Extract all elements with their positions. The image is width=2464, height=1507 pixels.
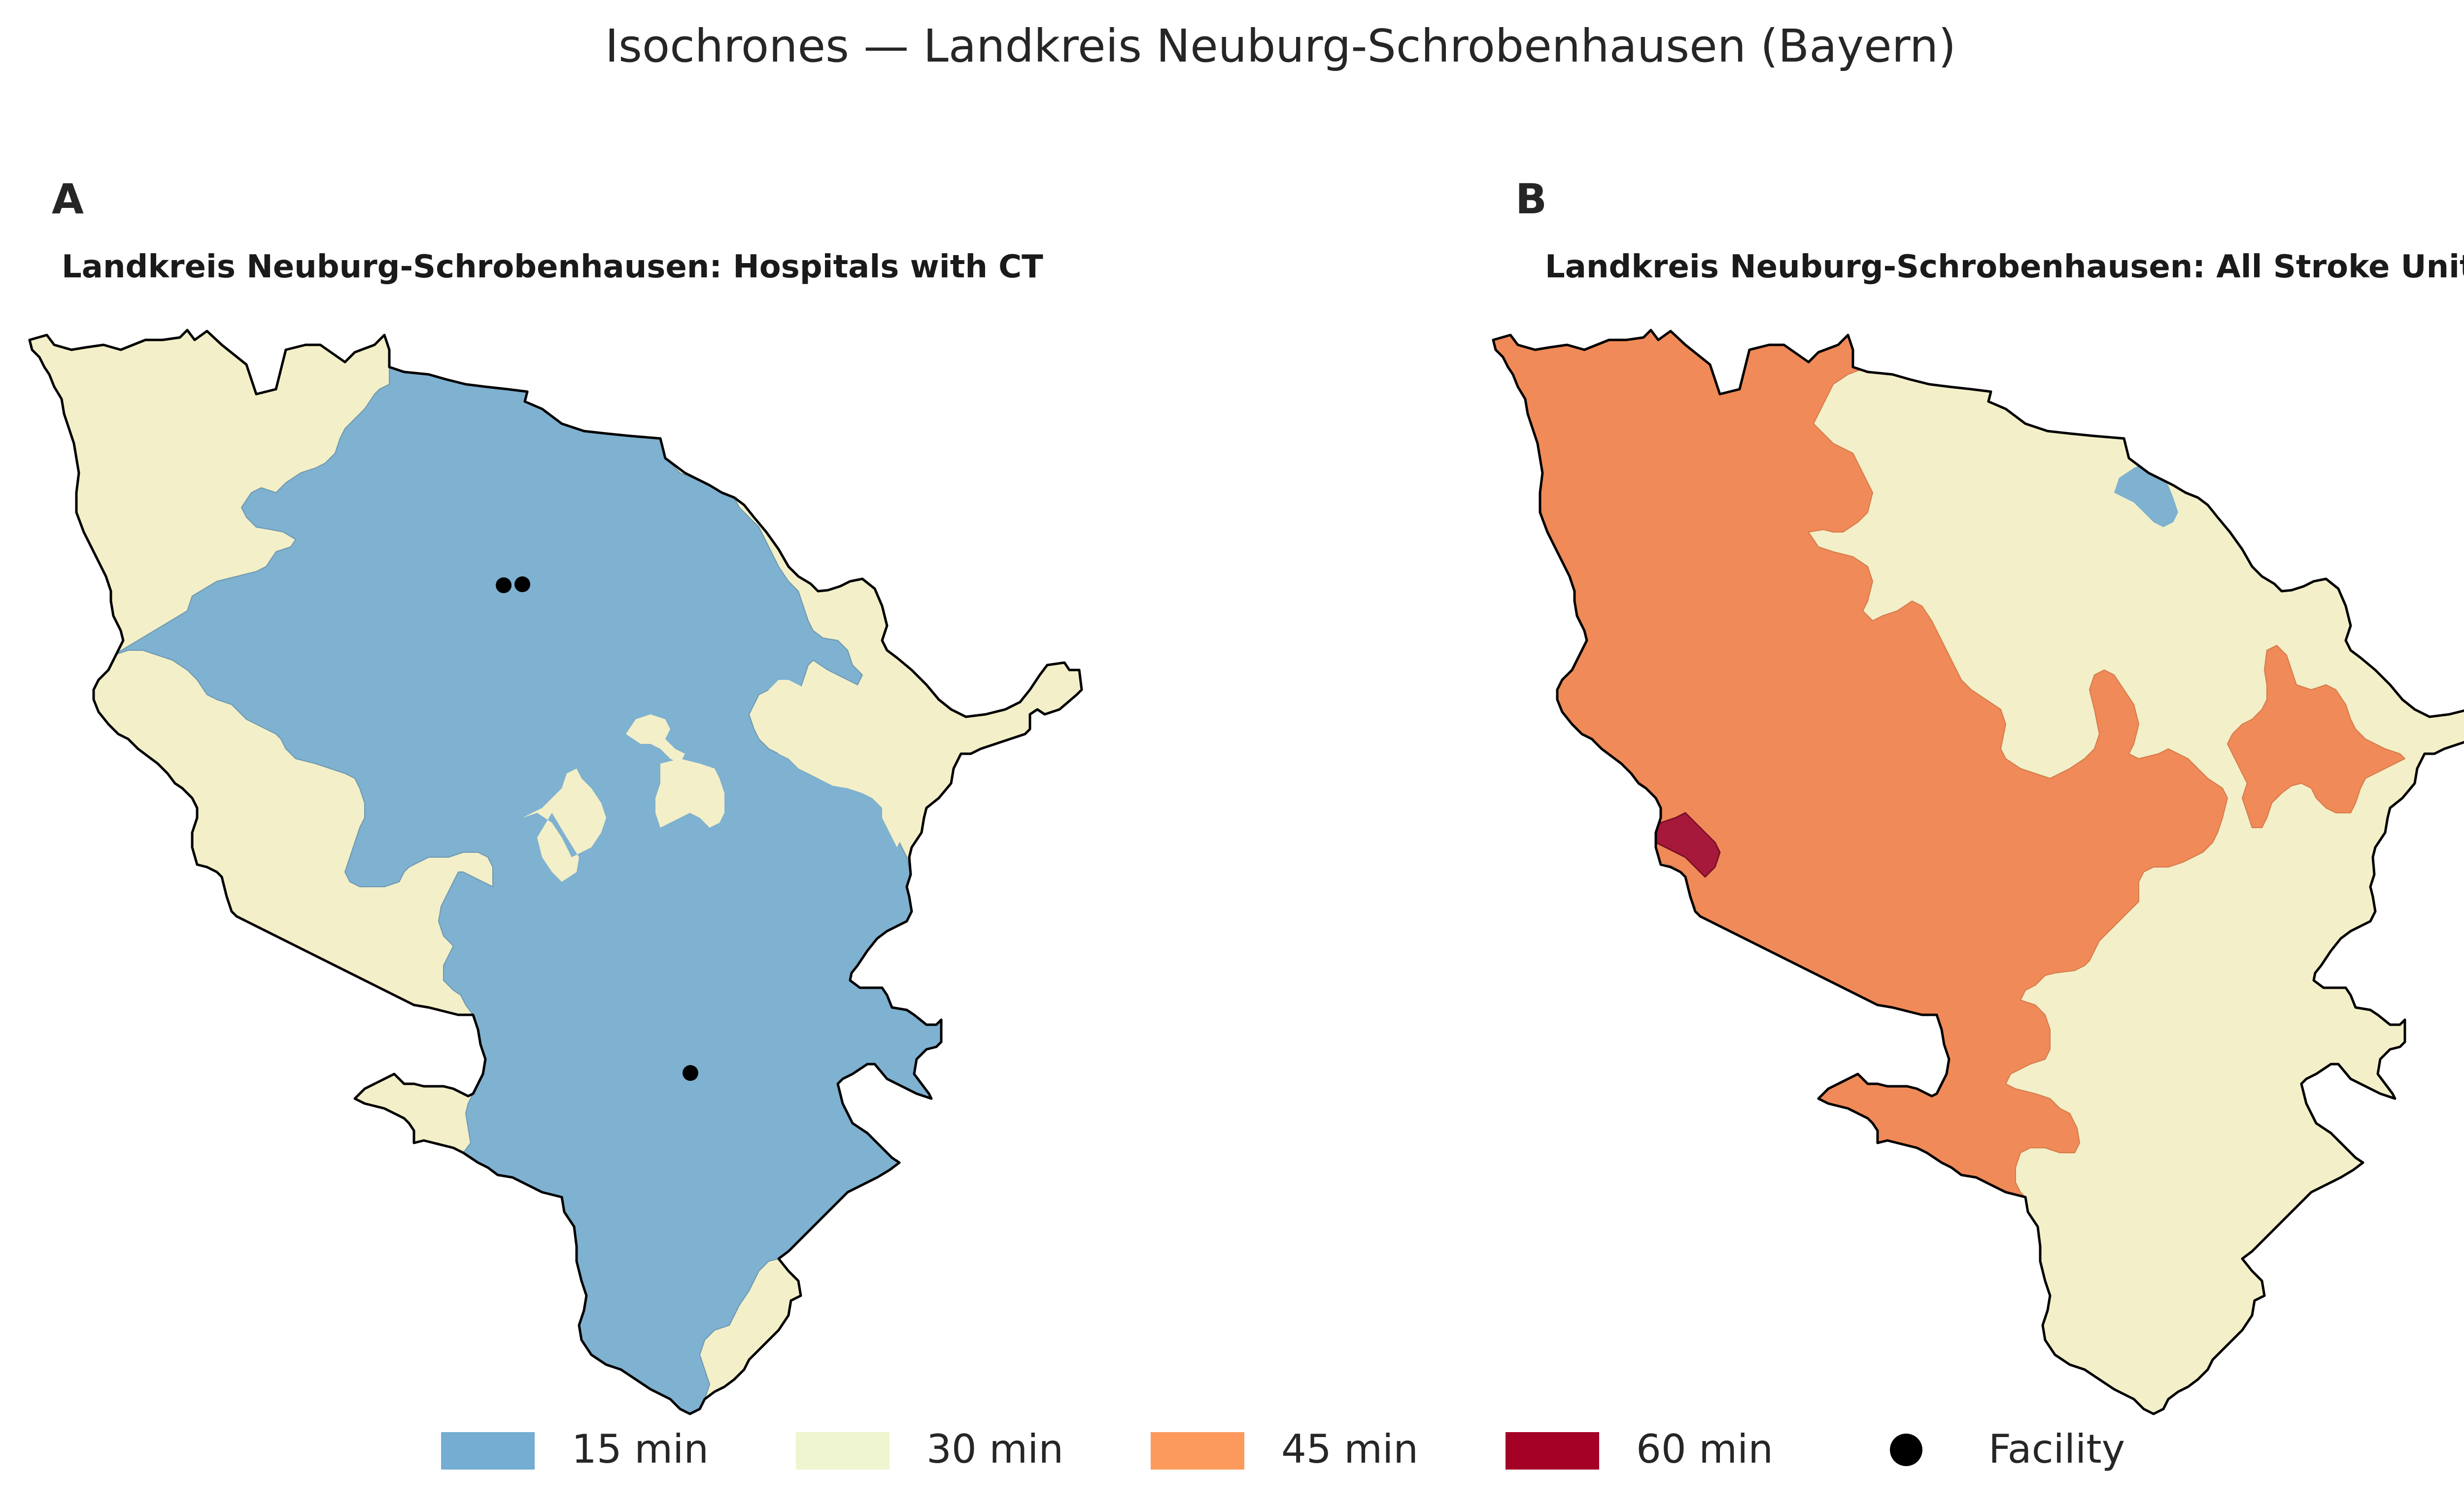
zone-45-min-island-b bbox=[2227, 645, 2405, 828]
facility-marker[interactable] bbox=[496, 577, 512, 593]
zone-60-min-b bbox=[1645, 812, 1721, 878]
facility-marker[interactable] bbox=[514, 576, 530, 592]
legend-label-60-min: 60 min bbox=[1636, 1426, 1774, 1472]
map-panel-a[interactable] bbox=[0, 0, 1281, 1478]
map-panel-b[interactable] bbox=[1464, 0, 2464, 1478]
legend-swatch-45-min bbox=[1151, 1432, 1244, 1470]
legend-label-45-min: 45 min bbox=[1281, 1426, 1419, 1472]
legend-label-30-min: 30 min bbox=[926, 1426, 1064, 1472]
figure-title: Isochrones — Landkreis Neuburg-Schrobenh… bbox=[605, 20, 1956, 72]
district-boundary-a bbox=[28, 329, 1083, 1415]
panel-b-letter: B bbox=[1515, 175, 1547, 223]
legend-swatch-30-min bbox=[796, 1432, 890, 1470]
zone-30-min-island-a2 bbox=[626, 714, 724, 828]
zone-30-min-island-a1 bbox=[522, 769, 606, 882]
map-legend: 15 min 30 min 45 min 60 min Facility bbox=[0, 1407, 2464, 1485]
district-boundary-b bbox=[1492, 329, 2464, 1415]
legend-swatch-60-min bbox=[1506, 1432, 1599, 1470]
panel-a-letter: A bbox=[52, 175, 84, 223]
facility-marker[interactable] bbox=[683, 1065, 698, 1081]
panel-b-title: Landkreis Neuburg-Schrobenhausen: All St… bbox=[1545, 249, 2464, 285]
panel-a-title: Landkreis Neuburg-Schrobenhausen: Hospit… bbox=[62, 249, 1043, 285]
legend-label-15-min: 15 min bbox=[572, 1426, 709, 1472]
legend-label-facility: Facility bbox=[1988, 1426, 2125, 1472]
zone-15-min-b bbox=[2114, 461, 2178, 527]
legend-swatch-15-min bbox=[441, 1432, 535, 1470]
filled-circle-icon bbox=[1890, 1434, 1922, 1466]
zone-30-min-island-a3 bbox=[756, 680, 931, 847]
